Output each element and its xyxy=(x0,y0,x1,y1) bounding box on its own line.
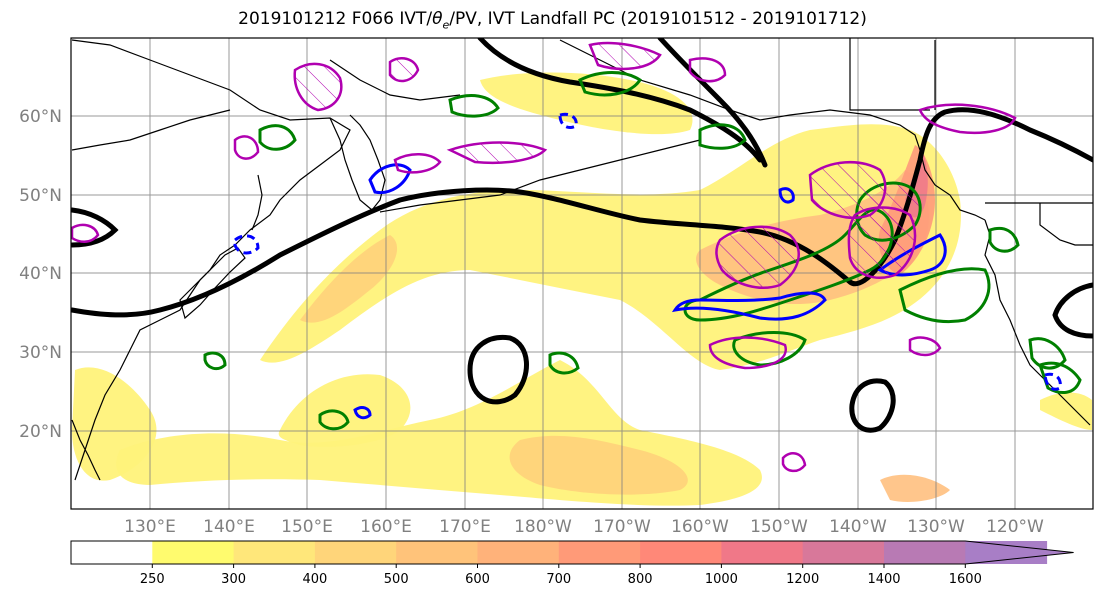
colorbar-tick-label: 300 xyxy=(221,572,246,587)
colorbar-segment xyxy=(721,541,804,564)
colorbar-segment xyxy=(396,541,478,564)
colorbar-segment xyxy=(802,541,885,564)
colorbar-segment xyxy=(640,541,722,564)
graticule xyxy=(71,38,1093,509)
lon-label: 160°W xyxy=(671,517,729,537)
lat-label: 30°N xyxy=(19,343,62,363)
ivt-se-blob xyxy=(880,474,950,502)
ivt-core-1 xyxy=(300,235,398,323)
map-frame xyxy=(70,37,1094,510)
colorbar-tick-label: 500 xyxy=(384,572,409,587)
theta-e-main xyxy=(71,107,1093,318)
ivt-south-core xyxy=(509,435,688,495)
lon-label: 170°E xyxy=(439,517,491,537)
colorbar-tick-label: 1000 xyxy=(705,572,738,587)
colorbar-segment xyxy=(314,541,397,564)
lon-label: 120°W xyxy=(986,517,1044,537)
colorbar-segment xyxy=(233,541,316,564)
colorbar-segment xyxy=(71,541,153,564)
colorbar-tick-label: 250 xyxy=(140,572,165,587)
colorbar-outline xyxy=(70,540,1074,565)
ivt-east-band xyxy=(1040,392,1092,430)
kamchatka xyxy=(329,114,386,211)
lon-label: 130°E xyxy=(124,517,176,537)
colorbar-tick-label: 1200 xyxy=(786,572,819,587)
map-title: 2019101212 F066 IVT/θe/PV, IVT Landfall … xyxy=(238,9,867,32)
theta-e-contours xyxy=(71,38,1093,433)
colorbar-tick-label: 800 xyxy=(628,572,653,587)
hatched-pc-magenta-contours xyxy=(71,41,1017,473)
lon-labels: 130°E 140°E 150°E 160°E 170°E 180°W 170°… xyxy=(124,517,1044,537)
colorbar-extend-arrow xyxy=(965,541,1074,564)
aleutians xyxy=(379,139,701,213)
lon-label: 150°E xyxy=(281,517,333,537)
lon-label: 160°E xyxy=(360,517,412,537)
sakhalin xyxy=(251,174,263,231)
theta-e-ring-2 xyxy=(849,378,896,433)
lat-label: 50°N xyxy=(19,186,62,206)
colorbar-segment xyxy=(152,541,235,564)
colorbar-tick-label: 1400 xyxy=(867,572,900,587)
lat-label: 20°N xyxy=(19,422,62,442)
theta-e-north-2 xyxy=(657,38,768,168)
japan xyxy=(179,247,246,320)
na-west-coast xyxy=(984,219,1091,426)
asia-coast xyxy=(71,39,351,481)
colorbar-tick-label: 600 xyxy=(465,572,490,587)
coastlines xyxy=(71,38,1093,481)
north-asia-coast xyxy=(71,59,461,151)
colorbar-tick-label: 400 xyxy=(302,572,327,587)
alaska xyxy=(559,39,986,221)
lat-label: 40°N xyxy=(19,264,62,284)
ivt-ne-blob xyxy=(480,72,693,135)
na-borders xyxy=(849,38,1093,246)
colorbar: 250 300 400 500 600 700 800 1000 1200 1400 1600 xyxy=(70,540,1074,587)
theta-e-west xyxy=(71,207,119,248)
lat-label: 60°N xyxy=(19,107,62,127)
lon-label: 170°W xyxy=(593,517,651,537)
colorbar-tick-label: 1600 xyxy=(949,572,982,587)
lat-labels: 60°N 50°N 40°N 30°N 20°N xyxy=(19,107,62,442)
theta-e-ring-1 xyxy=(467,334,529,405)
lon-label: 180°W xyxy=(514,517,572,537)
ivt-central-blob xyxy=(278,374,411,447)
colorbar-tick-label: 700 xyxy=(546,572,571,587)
theta-e-east xyxy=(1052,282,1093,339)
lon-label: 140°E xyxy=(203,517,255,537)
colorbar-segment xyxy=(477,541,560,564)
lon-label: 130°W xyxy=(907,517,965,537)
lon-label: 150°W xyxy=(750,517,808,537)
lon-label: 140°W xyxy=(829,517,887,537)
neg-pc-blue-contours xyxy=(233,112,1062,420)
map-panel xyxy=(70,37,1094,510)
colorbar-segment xyxy=(558,541,641,564)
colorbar-segment xyxy=(884,541,966,564)
ivt-jet-main xyxy=(260,124,961,370)
philippines xyxy=(71,419,101,481)
